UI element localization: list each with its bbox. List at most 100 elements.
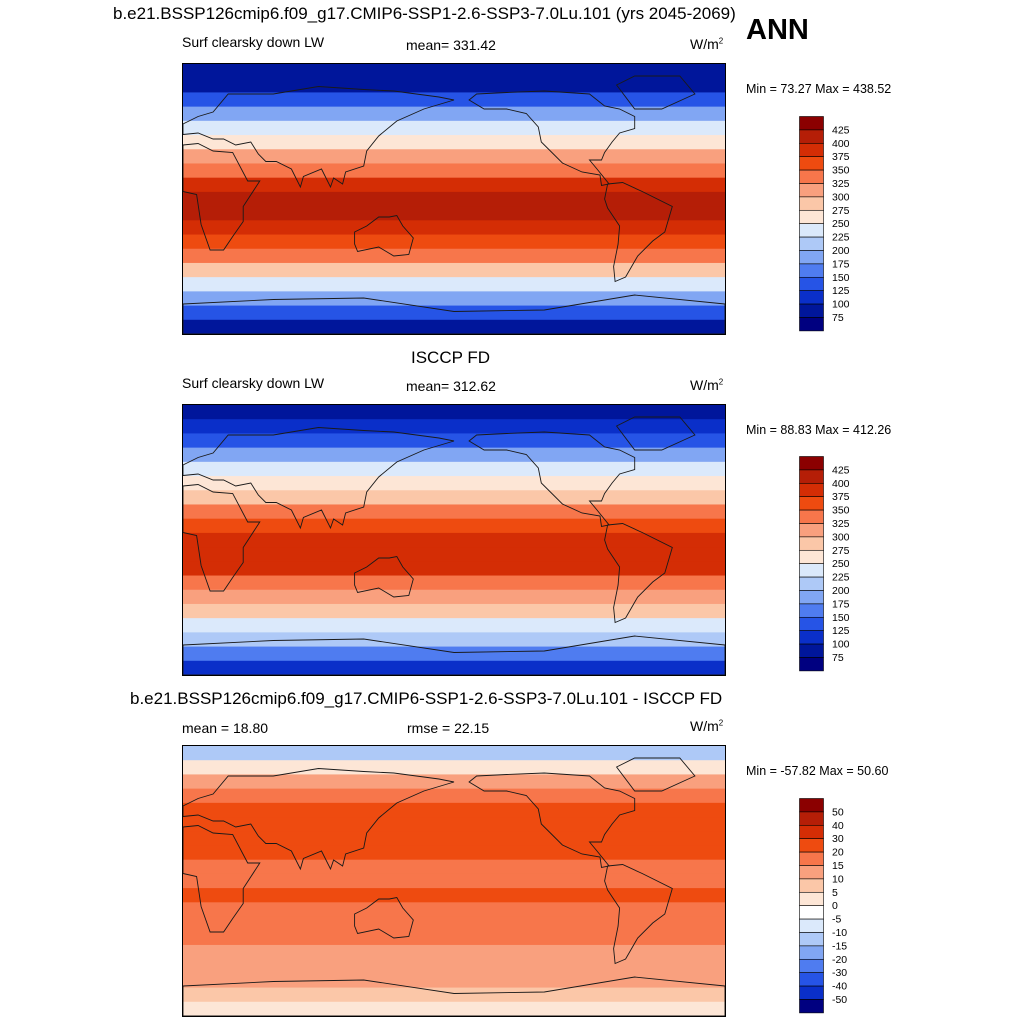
colorbar-label: 50 xyxy=(832,807,844,818)
colorbar-swatch xyxy=(799,196,824,211)
colorbar-swatch xyxy=(799,169,824,184)
colorbar-label: 350 xyxy=(832,506,850,517)
colorbar-label: 375 xyxy=(832,152,850,163)
latitude-band xyxy=(183,646,725,662)
colorbar-label: 375 xyxy=(832,492,850,503)
latitude-band xyxy=(183,405,725,420)
colorbar-swatch xyxy=(799,811,824,826)
colorbar-swatch xyxy=(799,657,824,672)
colorbar-label: 0 xyxy=(832,901,838,912)
latitude-band xyxy=(183,305,725,321)
colorbar-swatch xyxy=(799,116,824,131)
panel2-title: ISCCP FD xyxy=(411,348,491,367)
colorbar-swatch xyxy=(799,905,824,920)
colorbar-label: 275 xyxy=(832,546,850,557)
panel2-units: W/m2 xyxy=(690,377,723,393)
latitude-band xyxy=(183,746,725,761)
colorbar-label: 100 xyxy=(832,300,850,311)
latitude-band xyxy=(183,888,725,903)
colorbar-label: 225 xyxy=(832,573,850,584)
latitude-band xyxy=(183,987,725,1003)
colorbar-label: 325 xyxy=(832,519,850,530)
colorbar-label: 175 xyxy=(832,599,850,610)
panel1-map xyxy=(182,63,726,335)
latitude-band xyxy=(183,944,725,960)
colorbar-swatch xyxy=(799,958,824,973)
latitude-band xyxy=(183,518,725,534)
season-label: ANN xyxy=(746,14,809,46)
coastline-eurasia xyxy=(183,427,455,530)
latitude-band xyxy=(183,817,725,832)
colorbar-swatch xyxy=(799,878,824,893)
panel3-units: W/m2 xyxy=(690,718,723,734)
latitude-band xyxy=(183,490,725,506)
colorbar-swatch xyxy=(799,183,824,198)
colorbar-swatch xyxy=(799,630,824,645)
colorbar-label: 400 xyxy=(832,479,850,490)
colorbar-swatch xyxy=(799,263,824,278)
panel2-variable: Surf clearsky down LW xyxy=(182,375,325,391)
panel1-colorbar-svg: 425 400 375 350 325 300 275 250 225 200 175 150 125 1… xyxy=(799,116,850,332)
panel2-minmax: Min = 88.83 Max = 412.26 xyxy=(746,423,892,437)
colorbar-swatch xyxy=(799,482,824,497)
coastline-samerica xyxy=(604,523,673,624)
colorbar-label: 5 xyxy=(832,888,838,899)
latitude-band xyxy=(183,177,725,193)
latitude-band xyxy=(183,859,725,875)
coastline-namerica xyxy=(468,772,636,869)
colorbar-label: 75 xyxy=(832,313,844,324)
colorbar-label: -30 xyxy=(832,968,847,979)
panel2-map-svg xyxy=(183,405,725,675)
latitude-band xyxy=(183,575,725,591)
colorbar-label: -5 xyxy=(832,915,841,926)
colorbar-label: 150 xyxy=(832,273,850,284)
colorbar-swatch xyxy=(799,643,824,658)
colorbar-label: -40 xyxy=(832,982,847,993)
colorbar-swatch xyxy=(799,250,824,265)
colorbar-label: 200 xyxy=(832,246,850,257)
latitude-band xyxy=(183,504,725,520)
latitude-band xyxy=(183,902,725,918)
latitude-band xyxy=(183,220,725,236)
latitude-band xyxy=(183,959,725,974)
latitude-band xyxy=(183,760,725,776)
coastline-antarctica xyxy=(183,976,725,1016)
panel2-colorbar-svg: 425 400 375 350 325 300 275 250 225 200 175 150 125 1… xyxy=(799,456,850,672)
panel3-units-sup: 2 xyxy=(718,718,724,728)
panel3-map xyxy=(182,745,726,1017)
latitude-band xyxy=(183,120,725,136)
panel1-minmax: Min = 73.27 Max = 438.52 xyxy=(746,82,892,96)
colorbar-swatch xyxy=(799,563,824,578)
colorbar-swatch xyxy=(799,798,824,813)
latitude-band xyxy=(183,291,725,307)
panel3-rmse: rmse = 22.15 xyxy=(407,720,490,736)
panel1-title: b.e21.BSSP126cmip6.f09_g17.CMIP6-SSP1-2.… xyxy=(113,4,736,23)
colorbar-swatch xyxy=(799,590,824,605)
colorbar-label: -20 xyxy=(832,955,847,966)
colorbar-swatch xyxy=(799,536,824,551)
colorbar-swatch xyxy=(799,972,824,987)
latitude-band xyxy=(183,277,725,292)
panel3-title: b.e21.BSSP126cmip6.f09_g17.CMIP6-SSP1-2.… xyxy=(130,689,723,708)
panel1-mean: mean= 331.42 xyxy=(406,37,496,53)
colorbar-label: 225 xyxy=(832,233,850,244)
colorbar-label: -15 xyxy=(832,941,847,952)
coastline-samerica xyxy=(604,864,673,965)
colorbar-swatch xyxy=(799,496,824,511)
coastline-greenland xyxy=(615,416,696,451)
latitude-band xyxy=(183,1001,725,1016)
latitude-band xyxy=(183,461,725,477)
colorbar-swatch xyxy=(799,129,824,144)
colorbar-swatch xyxy=(799,918,824,933)
coastline-australia xyxy=(354,896,414,939)
colorbar-label: 100 xyxy=(832,640,850,651)
colorbar-swatch xyxy=(799,209,824,224)
latitude-band xyxy=(183,973,725,989)
colorbar-swatch xyxy=(799,142,824,157)
latitude-band xyxy=(183,831,725,847)
panel2-units-base: W/m xyxy=(690,377,719,393)
colorbar-swatch xyxy=(799,985,824,1000)
colorbar-swatch xyxy=(799,865,824,880)
panel1-variable: Surf clearsky down LW xyxy=(182,34,325,50)
coastline-africa xyxy=(183,143,261,251)
